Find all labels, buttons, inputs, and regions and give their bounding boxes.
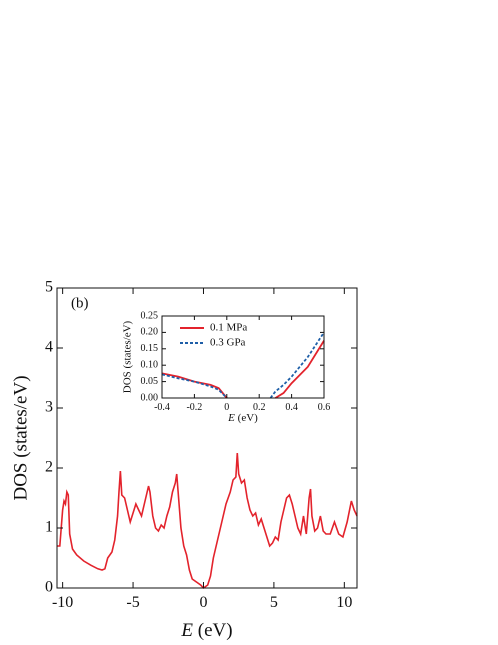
data-line [57,452,358,590]
y-tick-label: 0 [45,579,53,596]
main-plot: -10 -5 0 5 10 0 1 2 3 4 5 E (eV) DOS (states/eV) (b) [10,279,358,641]
x-tick-label: -0.4 [154,402,170,413]
y-tick-label: 0.15 [141,343,159,354]
x-label-unit: (eV) [238,412,258,424]
y-tick-label: 0.10 [141,359,159,370]
x-axis-label: E (eV) [227,412,258,424]
y-tick-label: 3 [45,399,53,416]
panel-label: (b) [71,295,89,311]
x-tick-label: 0 [224,402,229,413]
y-tick-label: 0.20 [141,327,159,338]
x-tick-label: 0.6 [318,402,331,413]
axes-frame [161,315,325,399]
x-label-variable: E [180,620,193,641]
y-axis-label: DOS (states/eV) [122,320,134,393]
y-tick-label: 0.25 [141,310,159,321]
inset: -0.4 -0.2 0 0.2 0.4 0.6 0.00 0.05 0.10 0.15 0.20 0.… [122,310,331,423]
x-tick-label: 0.2 [253,402,266,413]
legend-label: 0.3 GPa [210,337,246,349]
x-tick-label: 0 [199,594,207,611]
x-axis-label: E (eV) [180,620,232,641]
x-label-unit: (eV) [198,620,233,641]
y-axis-label: DOS (states/eV) [10,375,31,500]
axes-frame [56,287,358,589]
x-tick-label: 10 [336,594,352,611]
x-tick-label: 5 [270,594,278,611]
y-tick-label: 5 [45,279,53,296]
legend-label: 0.1 MPa [210,322,247,334]
y-tick-label: 0.00 [141,392,159,403]
y-tick-label: 2 [45,459,53,476]
y-tick-label: 1 [45,519,53,536]
x-tick-label: -10 [52,594,73,611]
inset-background [162,316,324,398]
y-tick-label: 4 [45,339,53,356]
x-tick-label: -5 [126,594,139,611]
x-tick-label: 0.4 [285,402,298,413]
x-tick-label: -0.2 [186,402,202,413]
x-label-variable: E [227,412,235,424]
data-line [161,331,325,399]
y-tick-label: 0.05 [141,376,159,387]
